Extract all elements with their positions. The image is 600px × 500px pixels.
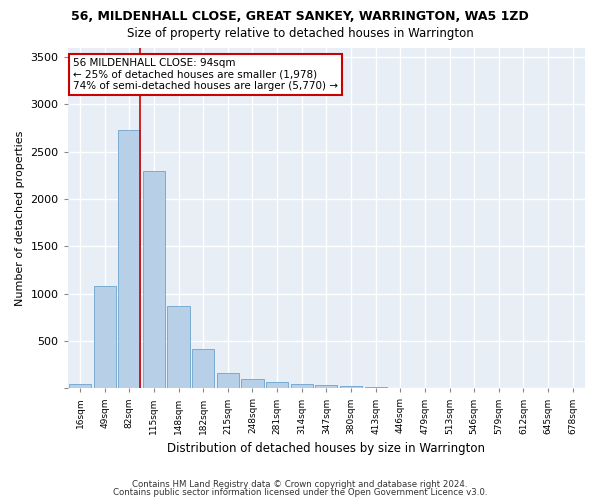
Bar — [192, 348, 214, 389]
Text: Contains public sector information licensed under the Open Government Licence v3: Contains public sector information licen… — [113, 488, 487, 497]
Y-axis label: Number of detached properties: Number of detached properties — [15, 130, 25, 306]
Text: Size of property relative to detached houses in Warrington: Size of property relative to detached ho… — [127, 28, 473, 40]
Text: 56, MILDENHALL CLOSE, GREAT SANKEY, WARRINGTON, WA5 1ZD: 56, MILDENHALL CLOSE, GREAT SANKEY, WARR… — [71, 10, 529, 23]
Text: 56 MILDENHALL CLOSE: 94sqm
← 25% of detached houses are smaller (1,978)
74% of s: 56 MILDENHALL CLOSE: 94sqm ← 25% of deta… — [73, 58, 338, 91]
Bar — [266, 382, 288, 388]
Bar — [315, 386, 337, 388]
Text: Contains HM Land Registry data © Crown copyright and database right 2024.: Contains HM Land Registry data © Crown c… — [132, 480, 468, 489]
Bar — [69, 384, 91, 388]
Bar — [118, 130, 140, 388]
Bar — [94, 286, 116, 388]
Bar — [143, 170, 165, 388]
Bar — [217, 373, 239, 388]
X-axis label: Distribution of detached houses by size in Warrington: Distribution of detached houses by size … — [167, 442, 485, 455]
Bar — [167, 306, 190, 388]
Bar — [340, 386, 362, 388]
Bar — [241, 379, 263, 388]
Bar — [290, 384, 313, 388]
